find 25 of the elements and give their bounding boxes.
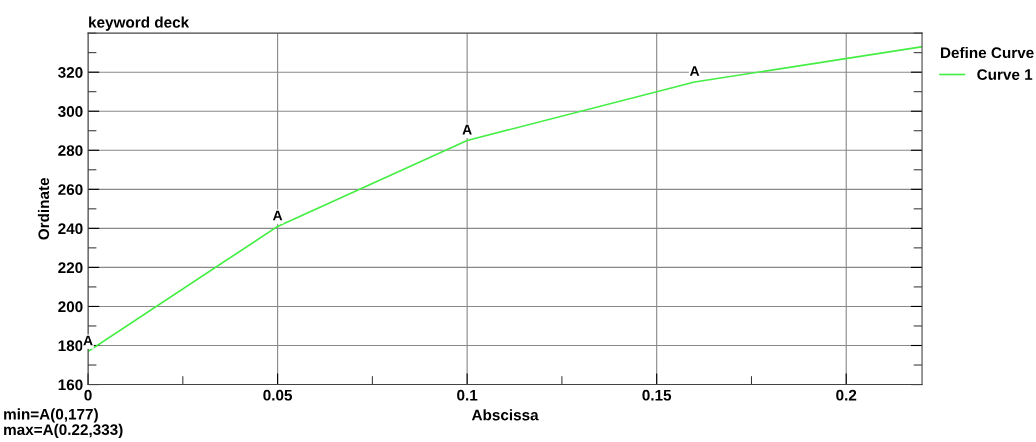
legend-label: Curve 1 — [977, 69, 1033, 80]
y-tick-label: 320 — [58, 67, 83, 78]
annotation: A — [272, 210, 283, 221]
text: min=A(0,177) — [4, 408, 98, 423]
y-tick-label: 180 — [58, 340, 83, 352]
y-tick-label: 220 — [58, 262, 83, 274]
x-tick-label: 0.1 — [457, 389, 478, 401]
annotation: A — [689, 66, 700, 76]
legend-title: Define Curve — [940, 46, 1034, 59]
y-tick-label: 280 — [58, 145, 83, 156]
x-tick-label: 0 — [84, 389, 92, 401]
y-axis-title: Ordinate — [37, 177, 50, 240]
y-tick-label: 240 — [58, 223, 83, 235]
x-tick-label: 0.2 — [836, 389, 857, 401]
annotation: A — [462, 124, 472, 135]
y-tick-label: 300 — [58, 106, 83, 117]
chart-title: keyword deck — [89, 16, 190, 31]
y-tick-label: 260 — [58, 184, 83, 196]
x-axis-title: Abscissa — [471, 409, 539, 421]
x-tick-label: 0.15 — [642, 389, 672, 401]
x-tick-label: 0.05 — [263, 389, 293, 401]
y-tick-label: 160 — [58, 379, 83, 391]
annotation: A — [83, 335, 93, 346]
y-tick-label: 200 — [58, 301, 83, 313]
text: max=A(0.22,333) — [4, 423, 123, 439]
